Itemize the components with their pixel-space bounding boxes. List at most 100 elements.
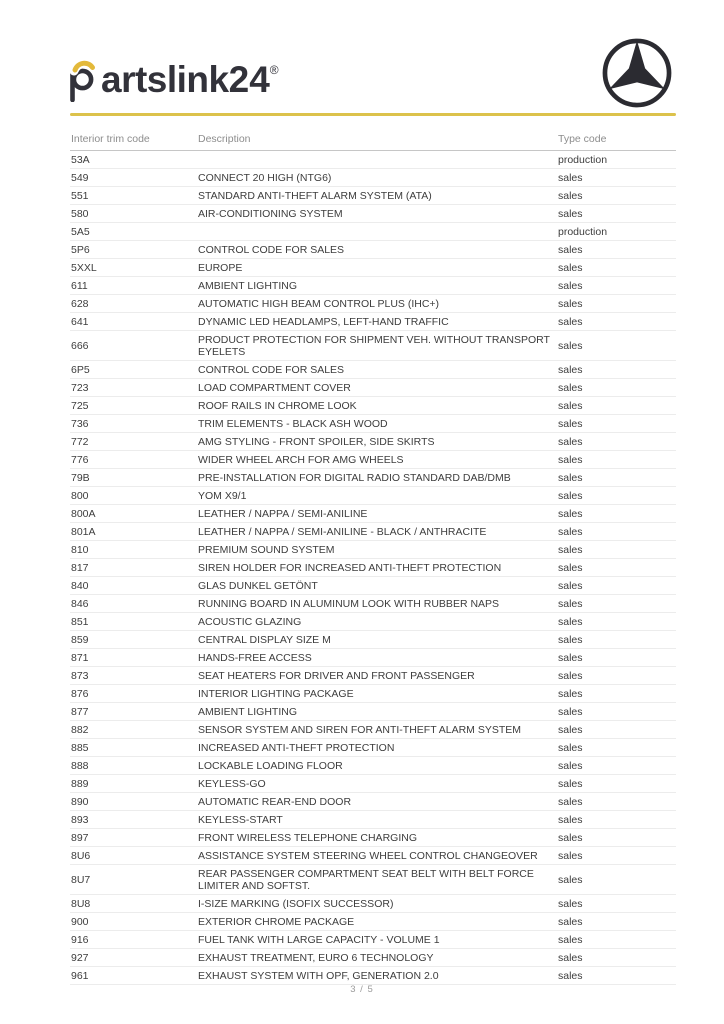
type-code-cell: sales	[557, 450, 676, 469]
description-cell: HANDS-FREE ACCESS	[197, 648, 557, 667]
table-row: 8U8 I-SIZE MARKING (ISOFIX SUCCESSOR) sale…	[70, 894, 676, 913]
description-cell: I-SIZE MARKING (ISOFIX SUCCESSOR)	[197, 894, 557, 913]
table-row: 725 ROOF RAILS IN CHROME LOOK sales	[70, 396, 676, 415]
mercedes-star-icon	[602, 38, 672, 108]
trim-code-cell: 888	[70, 756, 197, 775]
description-cell: DYNAMIC LED HEADLAMPS, LEFT-HAND TRAFFIC	[197, 312, 557, 331]
type-code-cell: sales	[557, 378, 676, 397]
type-code-cell: sales	[557, 186, 676, 205]
description-cell: AMG STYLING - FRONT SPOILER, SIDE SKIRTS	[197, 432, 557, 451]
table-row: 801A LEATHER / NAPPA / SEMI-ANILINE - BLA…	[70, 522, 676, 541]
trim-code-cell: 851	[70, 612, 197, 631]
type-code-cell: sales	[557, 894, 676, 913]
type-code-cell: sales	[557, 612, 676, 631]
table-row: 893 KEYLESS-START sales	[70, 810, 676, 829]
partslink-p-icon	[69, 59, 99, 102]
table-row: 5XXL EUROPE sales	[70, 258, 676, 277]
table-row: 723 LOAD COMPARTMENT COVER sales	[70, 378, 676, 397]
partslink24-wordmark: artslink24®	[101, 59, 279, 100]
table-row: 876 INTERIOR LIGHTING PACKAGE sales	[70, 684, 676, 703]
table-row: 800 YOM X9/1 sales	[70, 486, 676, 505]
table-row: 871 HANDS-FREE ACCESS sales	[70, 648, 676, 667]
column-header-interior-trim-code: Interior trim code	[70, 130, 197, 151]
trim-code-cell: 776	[70, 450, 197, 469]
table-row: 882 SENSOR SYSTEM AND SIREN FOR ANTI-THEF…	[70, 720, 676, 739]
type-code-cell: sales	[557, 168, 676, 187]
table-row: 641 DYNAMIC LED HEADLAMPS, LEFT-HAND TRAF…	[70, 312, 676, 331]
type-code-cell: production	[557, 150, 676, 169]
trim-code-cell: 53A	[70, 150, 197, 169]
trim-code-cell: 549	[70, 168, 197, 187]
table-row: 628 AUTOMATIC HIGH BEAM CONTROL PLUS (IHC…	[70, 294, 676, 313]
type-code-cell: sales	[557, 948, 676, 967]
type-code-cell: sales	[557, 432, 676, 451]
description-cell: CONTROL CODE FOR SALES	[197, 240, 557, 259]
table-row: 890 AUTOMATIC REAR-END DOOR sales	[70, 792, 676, 811]
trim-code-cell: 8U8	[70, 894, 197, 913]
trim-code-cell: 927	[70, 948, 197, 967]
type-code-cell: sales	[557, 810, 676, 829]
description-cell: KEYLESS-START	[197, 810, 557, 829]
trim-code-cell: 5P6	[70, 240, 197, 259]
type-code-cell: sales	[557, 912, 676, 931]
table-row: 851 ACOUSTIC GLAZING sales	[70, 612, 676, 631]
type-code-cell: sales	[557, 792, 676, 811]
description-cell: PRODUCT PROTECTION FOR SHIPMENT VEH. WIT…	[197, 330, 557, 361]
table-row: 5A5 production	[70, 222, 676, 241]
description-cell: EXTERIOR CHROME PACKAGE	[197, 912, 557, 931]
trim-code-cell: 666	[70, 330, 197, 361]
description-cell: SEAT HEATERS FOR DRIVER AND FRONT PASSEN…	[197, 666, 557, 685]
trim-code-cell: 885	[70, 738, 197, 757]
description-cell: EXHAUST TREATMENT, EURO 6 TECHNOLOGY	[197, 948, 557, 967]
description-cell: STANDARD ANTI-THEFT ALARM SYSTEM (ATA)	[197, 186, 557, 205]
table-row: 888 LOCKABLE LOADING FLOOR sales	[70, 756, 676, 775]
type-code-cell: sales	[557, 486, 676, 505]
table-row: 810 PREMIUM SOUND SYSTEM sales	[70, 540, 676, 559]
trim-code-cell: 800	[70, 486, 197, 505]
trim-code-cell: 772	[70, 432, 197, 451]
description-cell: RUNNING BOARD IN ALUMINUM LOOK WITH RUBB…	[197, 594, 557, 613]
trim-code-cell: 897	[70, 828, 197, 847]
description-cell: YOM X9/1	[197, 486, 557, 505]
type-code-cell: sales	[557, 240, 676, 259]
type-code-cell: sales	[557, 258, 676, 277]
description-cell: LEATHER / NAPPA / SEMI-ANILINE	[197, 504, 557, 523]
trim-code-cell: 890	[70, 792, 197, 811]
type-code-cell: sales	[557, 738, 676, 757]
type-code-cell: sales	[557, 330, 676, 361]
table-row: 53A production	[70, 150, 676, 169]
description-cell: AMBIENT LIGHTING	[197, 276, 557, 295]
description-cell: WIDER WHEEL ARCH FOR AMG WHEELS	[197, 450, 557, 469]
trim-code-cell: 801A	[70, 522, 197, 541]
table-row: 772 AMG STYLING - FRONT SPOILER, SIDE SKI…	[70, 432, 676, 451]
description-cell: REAR PASSENGER COMPARTMENT SEAT BELT WIT…	[197, 864, 557, 895]
type-code-cell: sales	[557, 294, 676, 313]
table-row: 736 TRIM ELEMENTS - BLACK ASH WOOD sales	[70, 414, 676, 433]
table-row: 800A LEATHER / NAPPA / SEMI-ANILINE sales	[70, 504, 676, 523]
accent-divider	[70, 113, 676, 116]
trim-code-cell: 641	[70, 312, 197, 331]
table-row: 897 FRONT WIRELESS TELEPHONE CHARGING sale…	[70, 828, 676, 847]
table-row: 8U6 ASSISTANCE SYSTEM STEERING WHEEL CONT…	[70, 846, 676, 865]
trim-code-cell: 840	[70, 576, 197, 595]
description-cell	[197, 222, 557, 241]
type-code-cell: sales	[557, 648, 676, 667]
table-row: 79B PRE-INSTALLATION FOR DIGITAL RADIO ST…	[70, 468, 676, 487]
description-cell: FUEL TANK WITH LARGE CAPACITY - VOLUME 1	[197, 930, 557, 949]
description-cell: LOCKABLE LOADING FLOOR	[197, 756, 557, 775]
description-cell: AIR-CONDITIONING SYSTEM	[197, 204, 557, 223]
table-row: 6P5 CONTROL CODE FOR SALES sales	[70, 360, 676, 379]
trim-code-cell: 876	[70, 684, 197, 703]
description-cell: KEYLESS-GO	[197, 774, 557, 793]
trim-code-cell: 800A	[70, 504, 197, 523]
trim-code-cell: 725	[70, 396, 197, 415]
description-cell: CONNECT 20 HIGH (NTG6)	[197, 168, 557, 187]
trim-code-cell: 810	[70, 540, 197, 559]
trim-code-cell: 961	[70, 966, 197, 985]
trim-code-cell: 611	[70, 276, 197, 295]
trim-code-cell: 6P5	[70, 360, 197, 379]
type-code-cell: sales	[557, 774, 676, 793]
description-cell: EXHAUST SYSTEM WITH OPF, GENERATION 2.0	[197, 966, 557, 985]
registered-trademark: ®	[269, 63, 279, 77]
trim-code-cell: 5A5	[70, 222, 197, 241]
